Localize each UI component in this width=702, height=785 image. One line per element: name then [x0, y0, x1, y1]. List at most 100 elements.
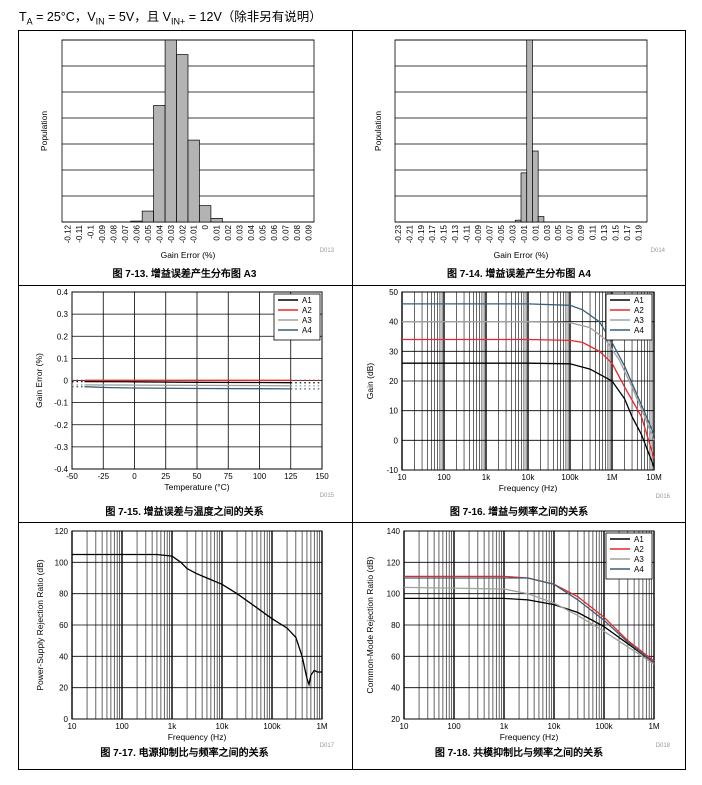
y-tick-label: -10: [386, 466, 398, 475]
histogram-bar: [176, 54, 189, 223]
y-axis-label: Population: [39, 111, 49, 151]
x-tick-label: -0.19: [417, 224, 426, 243]
x-tick-label: 0.17: [623, 224, 632, 240]
series-line-a4: [84, 386, 291, 390]
legend-label-a4: A4: [634, 326, 644, 335]
x-tick-label: -0.09: [98, 224, 107, 243]
test-conditions: TA = 25°C，VIN = 5V，且 VIN+ = 12V（除非另有说明）: [19, 10, 322, 27]
figure-17-chart: 10 100 1k 10k 100k 1M 0 20 40 60 80 100 120 Frequency…: [35, 527, 335, 749]
x-tick-label: 0.03: [543, 224, 552, 240]
y-axis-label: Gain (dB): [365, 363, 375, 400]
x-tick-label: -0.23: [394, 224, 403, 243]
figure-18-chart: 10 100 1k 10k 100k 1M 20 40 60 80 100 120 140 A1A2A3A…: [365, 527, 671, 749]
y-tick-label: 0: [64, 715, 69, 724]
figure-17-caption: 图 7-17. 电源抑制比与频率之间的关系: [100, 748, 269, 759]
y-tick-label: 80: [59, 590, 68, 599]
x-tick-label: -0.15: [440, 224, 449, 243]
histogram-bar: [187, 139, 200, 223]
y-tick-label: 20: [59, 684, 68, 693]
x-tick-label: 0.09: [304, 224, 313, 240]
x-tick-label: 0.05: [258, 224, 267, 240]
x-tick-label: 10: [68, 722, 77, 731]
y-axis-label: Gain Error (%): [34, 353, 44, 408]
legend-label-a1: A1: [634, 296, 644, 305]
figure-15-panel: -50 -25 0 25 50 75 100 125 150 -0.4 -0.3 -0.2 -0.1 0 0…: [18, 285, 351, 521]
x-tick-label: 10k: [548, 722, 562, 731]
x-tick-label: 100k: [595, 722, 613, 731]
x-tick-label: -0.11: [75, 224, 84, 242]
x-tick-label: 1k: [482, 473, 491, 482]
x-tick-label: 0.19: [634, 224, 643, 240]
x-tick-label: -0.21: [405, 224, 414, 243]
x-tick-label: -0.04: [155, 224, 164, 243]
figure-16-chart: 10 100 1k 10k 100k 1M 10M -10 0 10 20 30 40 50 A1A2A3A…: [365, 288, 671, 500]
figure-16-panel: 10 100 1k 10k 100k 1M 10M -10 0 10 20 30 40 50 A1 A2 A3 A…: [352, 285, 686, 521]
x-tick-label: 10: [400, 722, 409, 731]
figure-13-panel: -0.12 -0.11 -0.1 -0.09 -0.08 -0.07 -0.06 -0.05-…: [18, 30, 351, 284]
legend-box: [605, 293, 653, 341]
series-line-a2: [402, 338, 655, 459]
y-tick-label: 60: [59, 621, 68, 630]
y-tick-label: 100: [55, 558, 69, 567]
x-tick-label: -0.07: [486, 224, 495, 243]
row-divider-1: [19, 285, 685, 286]
figure-18-caption: 图 7-18. 共模抑制比与频率之间的关系: [434, 748, 604, 759]
x-tick-label: 75: [224, 472, 233, 481]
legend-label-a3: A3: [634, 316, 644, 325]
figure-code: D017: [320, 743, 335, 749]
x-tick-label: 25: [161, 472, 170, 481]
x-tick-label: 0.07: [566, 224, 575, 240]
x-axis-label: Frequency (Hz): [499, 483, 558, 493]
x-tick-label: 0.13: [600, 224, 609, 240]
figure-15-caption: 图 7-15. 增益误差与温度之间的关系: [105, 507, 264, 518]
x-tick-label: -0.01: [190, 224, 199, 243]
figure-code: D016: [656, 494, 671, 500]
row-divider-2: [19, 522, 685, 523]
figure-grid: [18, 30, 686, 770]
y-tick-label: 60: [391, 652, 400, 661]
x-tick-label: 150: [315, 472, 329, 481]
series-line-a3: [402, 321, 655, 441]
series-line-a3: [403, 586, 655, 665]
legend-label-a1: A1: [302, 296, 312, 305]
y-tick-label: 100: [387, 590, 401, 599]
x-tick-label: 10k: [216, 722, 230, 731]
y-tick-label: 10: [389, 407, 398, 416]
y-tick-label: 20: [389, 377, 398, 386]
x-axis-label: Gain Error (%): [161, 250, 216, 260]
x-tick-label: -50: [66, 472, 78, 481]
figure-15-chart: -50 -25 0 25 50 75 100 125 150 -0.4 -0.3 -0.2 -0.1 0 0…: [34, 288, 335, 499]
y-tick-label: 140: [387, 527, 401, 536]
y-tick-label: 30: [389, 347, 398, 356]
x-tick-label: 10: [398, 473, 407, 482]
histogram-bar: [199, 205, 212, 223]
series-line-psrr: [72, 553, 322, 687]
histogram-bar: [210, 218, 223, 223]
y-tick-label: 0.3: [57, 310, 69, 319]
x-tick-label: -0.11: [463, 224, 472, 242]
x-tick-label: 0.01: [531, 224, 540, 240]
y-axis-label: Power-Supply Rejection Ratio (dB): [35, 559, 45, 691]
histogram-bar: [526, 39, 533, 223]
legend-box: [273, 293, 321, 341]
y-tick-label: -0.4: [54, 465, 68, 474]
x-tick-label: 100k: [561, 473, 579, 482]
series-line-a4: [404, 577, 655, 664]
x-tick-label: 0.09: [577, 224, 586, 240]
x-tick-label: -0.09: [474, 224, 483, 243]
x-tick-label: -0.03: [508, 224, 517, 243]
figure-13-chart: -0.12 -0.11 -0.1 -0.09 -0.08 -0.07 -0.06 -0.05-…: [39, 39, 335, 260]
legend-box: [605, 532, 653, 580]
x-tick-label: 100: [437, 473, 451, 482]
plot-frame: [403, 530, 655, 720]
x-tick-label: 100: [115, 722, 129, 731]
y-tick-label: 0.4: [57, 288, 69, 297]
figure-14-panel: -0.23 -0.21 -0.19 -0.17 -0.15 -0.13 -0.11 -0.09…: [352, 30, 686, 284]
x-tick-label: 1k: [500, 722, 509, 731]
legend-label-a1: A1: [634, 535, 644, 544]
figure-17-panel: 10 100 1k 10k 100k 1M 0 20 40 60 80 100 120 Frequency…: [18, 522, 351, 770]
x-tick-label: -0.05: [144, 224, 153, 243]
legend-label-a3: A3: [302, 316, 312, 325]
x-tick-label: -25: [97, 472, 109, 481]
x-tick-label: 100: [253, 472, 267, 481]
